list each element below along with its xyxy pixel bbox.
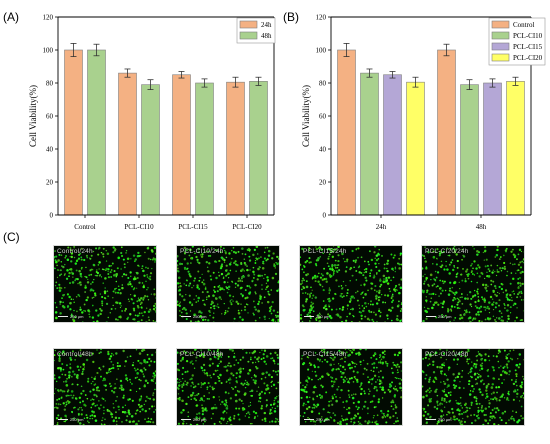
x-tick-label: PCL-CI10 (124, 223, 154, 231)
scale-bar: 250 μm (304, 417, 329, 422)
legend: Control PCL-CI10 PCL-CI15 PCL-CI20 (488, 17, 546, 66)
cell-fluorescence-image (300, 246, 402, 322)
y-tick-label: 100 (43, 47, 54, 55)
micrograph: PCL-CI10/24h 250 μm (176, 245, 280, 323)
bar (506, 81, 525, 216)
legend-swatch (491, 53, 510, 62)
panel-b-label: (B) (283, 10, 299, 24)
x-tick-label: PCL-CI20 (232, 223, 262, 231)
micrograph-label: Control/48h (57, 351, 93, 358)
micrograph: PCL-CI15/24h 250 μm (299, 245, 403, 323)
y-axis-label: Cell Viability(%) (301, 85, 311, 147)
y-tick-label: 60 (46, 113, 54, 121)
y-tick-label: 80 (46, 80, 54, 88)
scale-bar: 250 μm (426, 417, 451, 422)
y-tick-label: 120 (43, 14, 54, 22)
cell-fluorescence-image (54, 349, 156, 425)
bar (172, 74, 191, 216)
bar (337, 49, 356, 216)
cell-fluorescence-image (422, 246, 524, 322)
micrograph: PCL-CI15/48h 250 μm (299, 348, 403, 426)
bar (249, 81, 268, 216)
scale-bar: 250 μm (58, 417, 83, 422)
x-tick-label: PCL-CI15 (178, 223, 208, 231)
chart-b: 0 20 40 60 80 100 120 Cell Viability(%) 24h 48h Co… (301, 14, 546, 231)
legend-swatch (491, 42, 510, 51)
micrograph-label: PCL-CI15/24h (303, 248, 347, 255)
bar (460, 84, 479, 216)
y-tick-label: 60 (319, 113, 327, 121)
micrograph-label: PCL-CI20/24h (425, 248, 469, 255)
bar (437, 49, 456, 216)
legend-label: 48h (261, 32, 272, 40)
micrograph-label: PCL-CI15/48h (303, 351, 347, 358)
bar (360, 72, 379, 216)
legend-swatch (239, 31, 258, 40)
panel-c-label: (C) (3, 230, 20, 244)
cell-fluorescence-image (177, 246, 279, 322)
micrograph: PCL-CI20/48h 250 μm (421, 348, 525, 426)
legend-label: PCL-CI15 (513, 43, 543, 51)
legend-swatch (491, 31, 510, 40)
y-axis-label: Cell Viability(%) (28, 85, 38, 147)
y-tick-label: 100 (316, 47, 327, 55)
bar (87, 49, 106, 216)
scale-bar: 250 μm (304, 314, 329, 319)
y-tick-label: 80 (319, 80, 327, 88)
micrograph: Control/48h 250 μm (53, 348, 157, 426)
scale-bar: 250 μm (181, 417, 206, 422)
legend-swatch (491, 20, 510, 29)
y-tick-label: 40 (319, 146, 327, 154)
cell-fluorescence-image (422, 349, 524, 425)
scale-bar: 250 μm (181, 314, 206, 319)
bar (226, 81, 245, 216)
y-tick-label: 0 (50, 212, 54, 220)
panel-a-label: (A) (3, 10, 19, 24)
y-tick-label: 20 (46, 179, 54, 187)
legend-label: 24h (261, 21, 272, 29)
bar (141, 84, 160, 216)
y-tick-label: 20 (319, 179, 327, 187)
bar (483, 82, 502, 216)
y-tick-label: 120 (316, 14, 327, 22)
micrograph-label: Control/24h (57, 248, 93, 255)
bar (383, 74, 402, 216)
scale-bar: 250 μm (58, 314, 83, 319)
cell-fluorescence-image (54, 246, 156, 322)
bar (406, 81, 425, 216)
micrograph-label: PCL-CI20/48h (425, 351, 469, 358)
y-tick-label: 40 (46, 146, 54, 154)
x-tick-label: Control (74, 223, 95, 231)
cell-fluorescence-image (300, 349, 402, 425)
micrograph-label: PCL-CI10/48h (180, 351, 224, 358)
micrograph: Control/24h 250 μm (53, 245, 157, 323)
legend-label: Control (513, 21, 534, 29)
y-tick-label: 0 (323, 212, 327, 220)
legend-label: PCL-CI20 (513, 54, 543, 62)
cell-fluorescence-image (177, 349, 279, 425)
x-tick-label: 48h (476, 223, 487, 231)
micrograph: PCL-CI20/24h 250 μm (421, 245, 525, 323)
x-tick-label: 24h (376, 223, 387, 231)
scale-bar: 250 μm (426, 314, 451, 319)
legend-label: PCL-CI10 (513, 32, 543, 40)
bar (195, 82, 214, 216)
micrograph-label: PCL-CI10/24h (180, 248, 224, 255)
chart-a: 0 20 40 60 80 100 120 Cell Viability(%) Control P… (28, 14, 276, 231)
micrograph: PCL-CI10/48h 250 μm (176, 348, 280, 426)
bar (64, 49, 83, 216)
legend-swatch (239, 20, 258, 29)
bar (118, 72, 137, 216)
